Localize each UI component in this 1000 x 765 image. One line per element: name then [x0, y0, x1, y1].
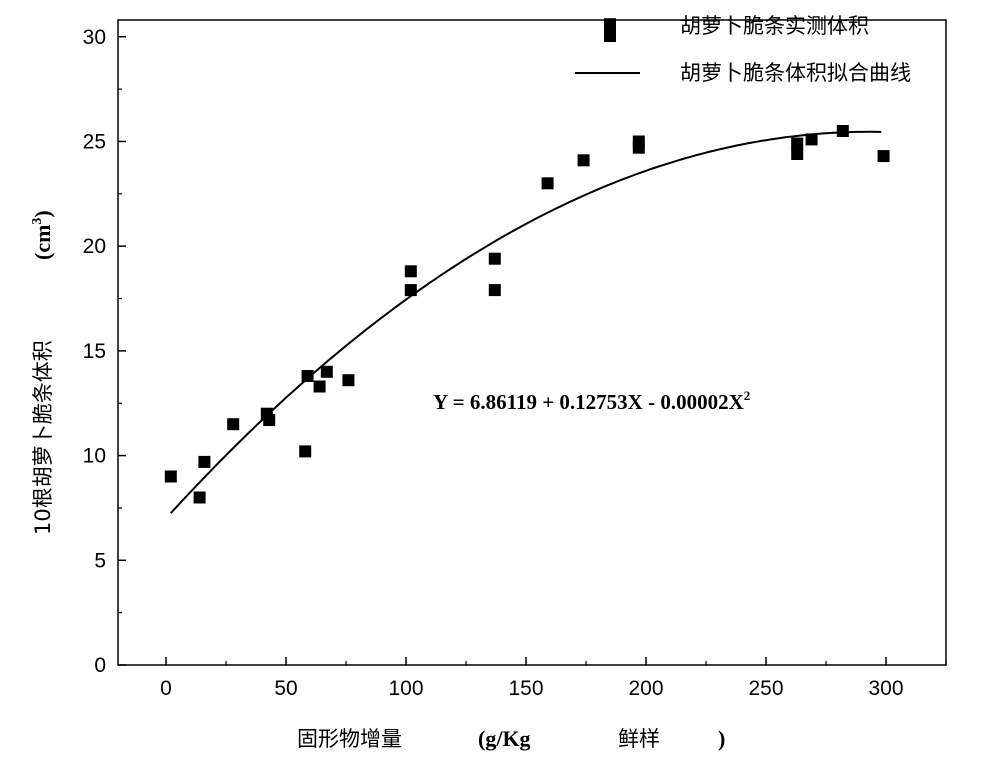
y-tick-label: 30 — [83, 26, 106, 49]
x-tick-label: 150 — [508, 677, 543, 700]
data-point — [263, 414, 276, 426]
y-tick-label: 0 — [94, 654, 106, 677]
legend: 胡萝卜脆条实测体积 胡萝卜脆条体积拟合曲线 — [575, 14, 911, 85]
y-tick-label: 15 — [83, 340, 106, 363]
x-tick-label: 300 — [868, 677, 903, 700]
y-tick-label: 25 — [83, 130, 106, 153]
data-point — [164, 470, 177, 483]
data-point — [342, 374, 355, 387]
legend-label-fit: 胡萝卜脆条体积拟合曲线 — [680, 61, 911, 85]
data-point — [313, 380, 326, 393]
x-axis-label-unit-close: ) — [718, 726, 725, 751]
data-point — [193, 491, 206, 504]
data-point — [301, 370, 314, 382]
data-point — [198, 455, 211, 468]
equation-exponent: 2 — [744, 388, 751, 403]
x-tick-label: 0 — [160, 677, 172, 700]
x-tick-label: 200 — [628, 677, 663, 700]
equation-main: Y = 6.86119 + 0.12753X - 0.00002X — [433, 390, 744, 414]
data-point — [805, 133, 818, 146]
data-point — [404, 284, 417, 297]
y-axis-label-unit: (cm3) — [30, 210, 55, 260]
y-axis-label: 10根胡萝卜脆条体积 (cm3) — [30, 210, 55, 535]
legend-marker-square — [604, 30, 616, 42]
y-tick-label: 10 — [83, 445, 106, 468]
x-axis-label-main: 固形物增量 — [297, 727, 402, 751]
data-point — [604, 18, 616, 31]
x-axis-label-unit-sample: 鲜样 — [618, 727, 660, 751]
data-point — [541, 177, 554, 190]
data-point — [877, 150, 890, 163]
data-point — [227, 418, 240, 431]
x-axis-label-unit: (g/Kg — [478, 726, 531, 751]
y-tick-label: 5 — [94, 549, 106, 572]
x-tick-label: 100 — [388, 677, 423, 700]
x-tick-label: 250 — [748, 677, 783, 700]
data-point — [404, 265, 417, 278]
data-point — [791, 148, 804, 160]
y-axis-label-main: 10根胡萝卜脆条体积 — [31, 340, 55, 535]
data-point — [299, 445, 312, 458]
fit-equation: Y = 6.86119 + 0.12753X - 0.00002X2 — [433, 388, 750, 414]
data-point — [791, 137, 804, 150]
data-point — [632, 135, 645, 148]
data-point — [488, 252, 501, 265]
data-point — [320, 365, 333, 378]
data-point — [836, 125, 849, 137]
x-tick-label: 50 — [274, 677, 297, 700]
y-tick-label: 20 — [83, 235, 106, 258]
data-point — [577, 154, 590, 167]
fit-curve — [170, 130, 882, 514]
data-point — [488, 284, 501, 297]
x-axis-label: 固形物增量 (g/Kg 鲜样 ) — [297, 726, 725, 751]
plot-frame — [117, 19, 947, 666]
svg-text:Y = 6.86119 + 0.12753X - 0.000: Y = 6.86119 + 0.12753X - 0.00002X2 — [433, 388, 750, 414]
legend-label-measured: 胡萝卜脆条实测体积 — [680, 14, 869, 38]
